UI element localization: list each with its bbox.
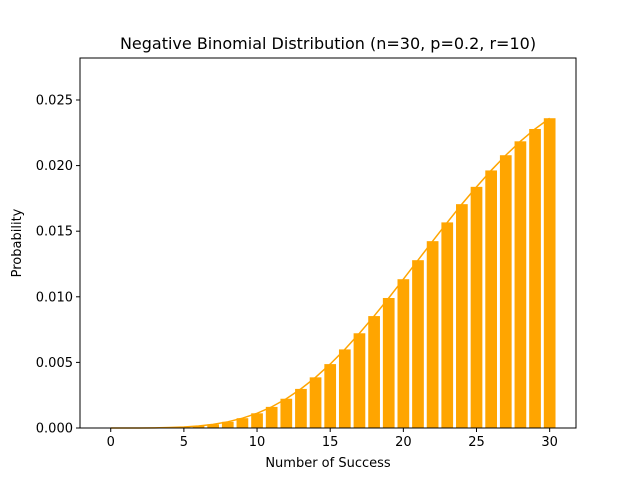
x-tick-label: 5 — [180, 435, 188, 450]
bar-17 — [353, 333, 366, 428]
y-tick-label: 0.010 — [36, 290, 73, 305]
y-tick-label: 0.000 — [36, 422, 73, 437]
bar-7 — [207, 424, 219, 428]
bar-series — [119, 118, 556, 429]
bar-6 — [192, 425, 205, 428]
x-tick-label: 25 — [468, 435, 485, 450]
x-tick-label: 0 — [107, 435, 115, 450]
x-axis-ticks: 0 5 10 15 20 25 30 — [107, 428, 558, 450]
bar-29 — [529, 128, 541, 429]
bar-26 — [485, 170, 497, 428]
bar-8 — [221, 421, 234, 428]
probability-line — [110, 117, 551, 429]
x-tick-label: 20 — [395, 435, 412, 450]
x-axis-label: Number of Success — [265, 456, 391, 471]
bar-19 — [382, 297, 395, 428]
plot-frame — [79, 57, 577, 429]
bar-15 — [324, 364, 337, 428]
x-tick-label: 30 — [541, 435, 558, 450]
bar-16 — [338, 349, 351, 428]
bar-27 — [499, 155, 512, 428]
bar-20 — [397, 279, 410, 428]
bar-21 — [412, 260, 424, 428]
y-tick-label: 0.025 — [36, 93, 73, 108]
bar-11 — [265, 406, 278, 428]
bar-9 — [236, 418, 249, 428]
bar-23 — [441, 222, 454, 428]
x-tick-label: 15 — [322, 435, 339, 450]
bar-13 — [295, 388, 307, 428]
bar-24 — [456, 204, 468, 428]
bar-30 — [543, 118, 556, 428]
bar-25 — [470, 186, 483, 428]
y-tick-label: 0.015 — [36, 225, 73, 240]
bar-22 — [426, 241, 439, 428]
y-axis-label: Probability — [10, 208, 25, 277]
bar-14 — [309, 377, 322, 428]
y-tick-label: 0.005 — [36, 356, 73, 371]
y-axis-ticks: 0.000 0.005 0.010 0.015 0.020 0.025 — [36, 93, 80, 437]
x-tick-label: 10 — [249, 435, 266, 450]
y-tick-label: 0.020 — [36, 159, 73, 174]
bar-18 — [368, 316, 380, 428]
bar-12 — [280, 398, 293, 428]
bar-10 — [251, 413, 263, 428]
bar-28 — [514, 141, 527, 428]
chart-title: Negative Binomial Distribution (n=30, p=… — [120, 34, 536, 53]
